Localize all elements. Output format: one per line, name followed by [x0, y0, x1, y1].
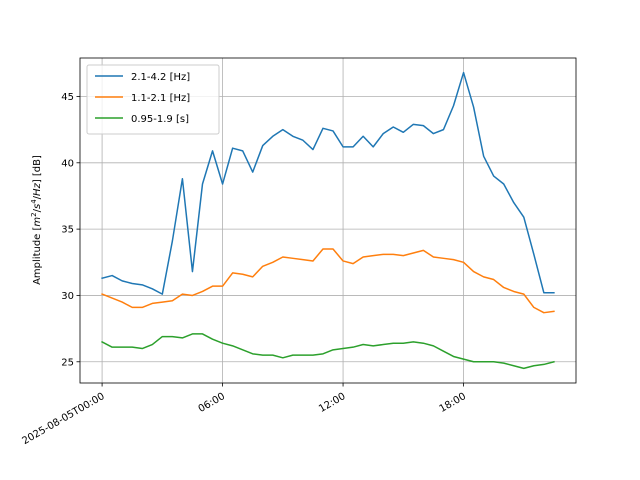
x-axis: 2025-08-05T00:00 06:00 12:00 18:00 — [21, 383, 468, 447]
y-axis-label: Amplitude [m2/s4/Hz] [dB] — [30, 155, 43, 285]
legend-label-2: 0.95-1.9 [s] — [131, 114, 189, 125]
legend-label-0: 2.1-4.2 [Hz] — [131, 72, 190, 83]
series-line-1 — [101, 248, 555, 314]
legend-box — [86, 64, 220, 135]
series-line-2 — [101, 333, 555, 370]
series-lines — [101, 71, 555, 370]
y-tick-label: 35 — [61, 225, 74, 236]
plot-frame — [79, 57, 577, 384]
x-tick-label: 06:00 — [197, 391, 227, 415]
x-tick-label: 12:00 — [317, 391, 347, 415]
legend: 2.1-4.2 [Hz] 1.1-2.1 [Hz] 0.95-1.9 [s] — [86, 64, 220, 135]
y-tick-label: 25 — [61, 357, 74, 368]
y-axis: 25 30 35 40 45 — [61, 92, 80, 368]
x-tick-label: 2025-08-05T00:00 — [21, 391, 107, 447]
x-tick-label: 18:00 — [438, 391, 468, 415]
series-line-0 — [101, 71, 555, 295]
legend-label-1: 1.1-2.1 [Hz] — [131, 93, 190, 104]
y-tick-label: 40 — [61, 158, 74, 169]
y-tick-label: 30 — [61, 291, 74, 302]
y-tick-label: 45 — [61, 92, 74, 103]
